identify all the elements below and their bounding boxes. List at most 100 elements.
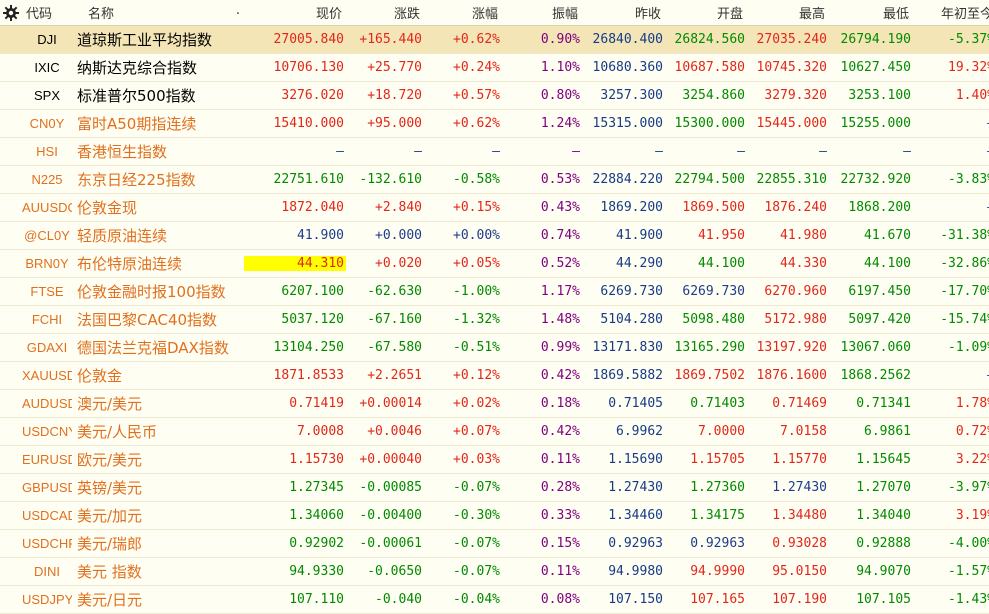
cell-low: 1.15645 bbox=[856, 452, 911, 467]
cell-change-pct: -0.07% bbox=[453, 480, 500, 495]
cell-change-pct: -0.51% bbox=[453, 340, 500, 355]
table-row[interactable]: DJI 道琼斯工业平均指数 27005.840 +165.440 +0.62% 0.90%… bbox=[0, 26, 989, 54]
cell-price: 0.71419 bbox=[289, 396, 344, 411]
cell-name: 澳元/美元 bbox=[77, 395, 143, 413]
cell-change-pct: +0.03% bbox=[453, 452, 500, 467]
cell-change-pct: -0.07% bbox=[453, 536, 500, 551]
cell-code: IXIC bbox=[34, 60, 60, 75]
cell-price: 22751.610 bbox=[273, 172, 344, 187]
table-row[interactable]: USDJPY 美元/日元 107.110 -0.040 -0.04% 0.08% 107.1… bbox=[0, 586, 989, 614]
settings-button[interactable] bbox=[0, 4, 22, 21]
cell-amplitude: 0.52% bbox=[540, 256, 580, 271]
column-header-name-label: 名称 bbox=[88, 7, 115, 22]
cell-open: 6269.730 bbox=[682, 284, 745, 299]
cell-code: USDCHF bbox=[22, 536, 72, 551]
cell-low: 107.105 bbox=[856, 592, 911, 607]
cell-change: +0.0046 bbox=[367, 424, 422, 439]
table-row[interactable]: GBPUSD 英镑/美元 1.27345 -0.00085 -0.07% 0.28% 1.2… bbox=[0, 474, 989, 502]
cell-open: 44.100 bbox=[698, 256, 745, 271]
cell-code: BRN0Y bbox=[25, 256, 69, 271]
table-row[interactable]: SPX 标准普尔500指数 3276.020 +18.720 +0.57% 0.80% 32… bbox=[0, 82, 989, 110]
cell-high: 27035.240 bbox=[756, 32, 827, 47]
column-header-high[interactable]: 最高 bbox=[798, 7, 825, 22]
cell-name: 美元 指数 bbox=[77, 563, 142, 581]
table-row[interactable]: USDCAD 美元/加元 1.34060 -0.00400 -0.30% 0.33% 1.3… bbox=[0, 502, 989, 530]
table-row[interactable]: USDCHF 美元/瑞郎 0.92902 -0.00061 -0.07% 0.15% 0.9… bbox=[0, 530, 989, 558]
table-row[interactable]: AUUSDO 伦敦金现 1872.040 +2.840 +0.15% 0.43% 1869.… bbox=[0, 194, 989, 222]
table-row[interactable]: FCHI 法国巴黎CAC40指数 5037.120 -67.160 -1.32% 1.48… bbox=[0, 306, 989, 334]
cell-amplitude: 0.53% bbox=[540, 172, 580, 187]
column-header-name[interactable]: 名称 . bbox=[72, 3, 244, 22]
cell-change-pct: +0.62% bbox=[453, 116, 500, 131]
cell-open: 1869.500 bbox=[682, 200, 745, 215]
cell-prev-close: 0.71405 bbox=[608, 396, 663, 411]
cell-change: -67.160 bbox=[367, 312, 422, 327]
cell-open: 0.71403 bbox=[690, 396, 745, 411]
table-row[interactable]: USDCNY 美元/人民币 7.0008 +0.0046 +0.07% 0.42% 6.99… bbox=[0, 418, 989, 446]
cell-high: 0.93028 bbox=[772, 536, 827, 551]
column-header-amplitude[interactable]: 振幅 bbox=[551, 7, 578, 22]
cell-high: 0.71469 bbox=[772, 396, 827, 411]
cell-change-pct: +0.57% bbox=[453, 88, 500, 103]
cell-price: 1.34060 bbox=[289, 508, 344, 523]
cell-change-pct: +0.05% bbox=[453, 256, 500, 271]
table-row[interactable]: GDAXI 德国法兰克福DAX指数 13104.250 -67.580 -0.51% 0.… bbox=[0, 334, 989, 362]
cell-prev-close: 1869.200 bbox=[600, 200, 663, 215]
cell-name: 布伦特原油连续 bbox=[77, 255, 183, 273]
cell-amplitude: 0.18% bbox=[540, 396, 580, 411]
cell-amplitude: 0.43% bbox=[540, 200, 580, 215]
table-row[interactable]: FTSE 伦敦金融时报100指数 6207.100 -62.630 -1.00% 1.17… bbox=[0, 278, 989, 306]
cell-price: 5037.120 bbox=[281, 312, 344, 327]
column-header-low[interactable]: 最低 bbox=[882, 7, 909, 22]
cell-name: 美元/日元 bbox=[77, 591, 143, 609]
cell-low: 1868.2562 bbox=[840, 368, 911, 383]
table-row[interactable]: XAUUSD 伦敦金 1871.8533 +2.2651 +0.12% 0.42% 1869… bbox=[0, 362, 989, 390]
cell-low: 41.670 bbox=[864, 228, 911, 243]
table-row[interactable]: N225 东京日经225指数 22751.610 -132.610 -0.58% 0.53… bbox=[0, 166, 989, 194]
cell-low: 1.34040 bbox=[856, 508, 911, 523]
cell-low: 22732.920 bbox=[840, 172, 911, 187]
column-header-code[interactable]: 代码 bbox=[26, 7, 53, 22]
cell-change-pct: -1.00% bbox=[453, 284, 500, 299]
table-row[interactable]: CN0Y 富时A50期指连续 15410.000 +95.000 +0.62% 1.24%… bbox=[0, 110, 989, 138]
cell-low: 1868.200 bbox=[848, 200, 911, 215]
cell-open: 107.165 bbox=[690, 592, 745, 607]
cell-prev-close: 15315.000 bbox=[592, 116, 663, 131]
cell-code: XAUUSD bbox=[22, 368, 72, 383]
cell-ytd: -1.57% bbox=[948, 564, 989, 579]
cell-name: 富时A50期指连续 bbox=[77, 115, 197, 133]
cell-price: 6207.100 bbox=[281, 284, 344, 299]
column-header-change-pct[interactable]: 涨幅 bbox=[471, 7, 498, 22]
column-header-ytd[interactable]: 年初至今 bbox=[940, 7, 989, 22]
table-row[interactable]: BRN0Y 布伦特原油连续 44.310 +0.020 +0.05% 0.52% 44.29… bbox=[0, 250, 989, 278]
cell-amplitude: 1.17% bbox=[540, 284, 580, 299]
cell-amplitude: 1.24% bbox=[540, 116, 580, 131]
cell-change-pct: -0.58% bbox=[453, 172, 500, 187]
column-header-prev-close[interactable]: 昨收 bbox=[634, 7, 661, 22]
cell-name: 美元/加元 bbox=[77, 507, 143, 525]
cell-code: CN0Y bbox=[29, 116, 65, 131]
cell-open: 22794.500 bbox=[674, 172, 745, 187]
cell-name: 美元/瑞郎 bbox=[77, 535, 143, 553]
table-row[interactable]: AUDUSD 澳元/美元 0.71419 +0.00014 +0.02% 0.18% 0.7… bbox=[0, 390, 989, 418]
table-row[interactable]: DINI 美元 指数 94.9330 -0.0650 -0.07% 0.11% 94.998… bbox=[0, 558, 989, 586]
cell-amplitude: 0.42% bbox=[540, 424, 580, 439]
column-header-change[interactable]: 涨跌 bbox=[393, 7, 420, 22]
column-header-open[interactable]: 开盘 bbox=[716, 7, 743, 22]
table-row[interactable]: IXIC 纳斯达克综合指数 10706.130 +25.770 +0.24% 1.10% 1… bbox=[0, 54, 989, 82]
cell-low: 1.27070 bbox=[856, 480, 911, 495]
cell-open: 1869.7502 bbox=[674, 368, 745, 383]
table-row[interactable]: EURUSD 欧元/美元 1.15730 +0.00040 +0.03% 0.11% 1.1… bbox=[0, 446, 989, 474]
cell-ytd: -17.70% bbox=[940, 284, 989, 299]
column-header-price[interactable]: 现价 bbox=[315, 7, 342, 22]
cell-change-pct: +0.62% bbox=[453, 32, 500, 47]
cell-name: 德国法兰克福DAX指数 bbox=[77, 339, 229, 357]
cell-price: 41.900 bbox=[297, 228, 344, 243]
cell-change-pct: – bbox=[492, 144, 500, 159]
table-row[interactable]: @CL0Y 轻质原油连续 41.900 +0.000 +0.00% 0.74% 41.900… bbox=[0, 222, 989, 250]
cell-price: 1871.8533 bbox=[273, 368, 344, 383]
cell-ytd: – bbox=[913, 200, 989, 215]
cell-amplitude: 0.15% bbox=[540, 536, 580, 551]
